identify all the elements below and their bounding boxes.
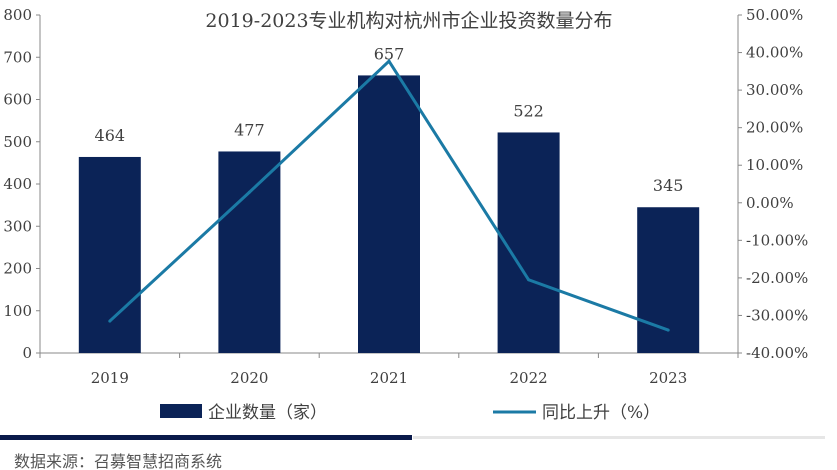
right-tick-label: -40.00%: [746, 344, 808, 362]
right-tick-label: 30.00%: [746, 81, 803, 99]
legend-swatch-bar: [160, 404, 202, 418]
left-tick-label: 300: [3, 217, 32, 235]
right-tick-label: 10.00%: [746, 156, 803, 174]
left-tick-label: 400: [3, 175, 32, 193]
yoy-point: [666, 328, 670, 332]
bar-data-label: 657: [374, 44, 405, 63]
left-tick-label: 600: [3, 91, 32, 109]
right-tick-label: -30.00%: [746, 306, 808, 324]
right-tick-label: -10.00%: [746, 231, 808, 249]
bar-data-label: 464: [95, 126, 126, 145]
yoy-point: [527, 278, 531, 282]
left-tick-label: 100: [3, 302, 32, 320]
bar-data-label: 345: [653, 176, 684, 195]
x-tick-label: 2019: [91, 369, 129, 387]
x-tick-label: 2021: [370, 369, 408, 387]
x-tick-label: 2023: [649, 369, 687, 387]
yoy-point: [247, 190, 251, 194]
left-tick-label: 500: [3, 133, 32, 151]
bar-2019: [78, 156, 141, 353]
source-note: 数据来源：召募智慧招商系统: [14, 452, 223, 470]
bar-data-label: 477: [234, 120, 265, 139]
legend-label-bar: 企业数量（家）: [208, 403, 327, 423]
right-tick-label: -20.00%: [746, 269, 808, 287]
left-tick-label: 200: [3, 260, 32, 278]
right-tick-label: 40.00%: [746, 44, 803, 62]
right-tick-label: 20.00%: [746, 119, 803, 137]
legend-label-line: 同比上升（%）: [542, 403, 660, 423]
right-tick-label: 0.00%: [746, 194, 794, 212]
x-tick-label: 2020: [230, 369, 268, 387]
footer-divider-light: [413, 436, 825, 439]
right-tick-label: 50.00%: [746, 6, 803, 24]
chart-title: 2019-2023专业机构对杭州市企业投资数量分布: [205, 10, 612, 32]
bar-2022: [497, 132, 560, 353]
left-tick-label: 800: [3, 6, 32, 24]
left-tick-label: 0: [22, 344, 32, 362]
yoy-point: [108, 319, 112, 323]
bar-2020: [218, 151, 281, 353]
footer-divider-dark: [0, 435, 412, 440]
x-tick-label: 2022: [510, 369, 548, 387]
bar-2021: [358, 75, 420, 353]
bar-data-label: 522: [513, 101, 544, 120]
yoy-point: [387, 59, 391, 63]
left-tick-label: 700: [3, 48, 32, 66]
combo-chart: 0 100 200 300 400 500 600 700 800 -40.00% -30.00% -…: [3, 6, 808, 423]
